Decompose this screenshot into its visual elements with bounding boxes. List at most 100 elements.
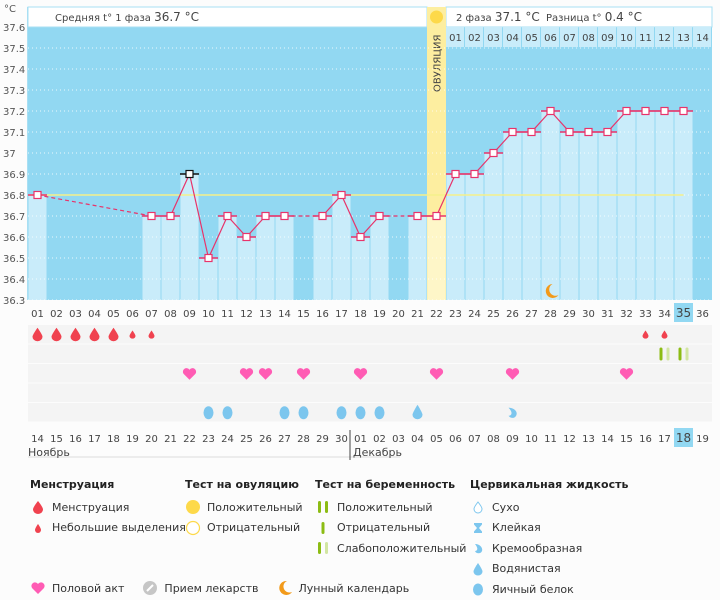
phase2-day-cell [560, 27, 578, 47]
phase2-day-label: 08 [582, 33, 595, 44]
legend-title: Тест на беременность [315, 478, 456, 491]
temperature-segment [340, 194, 362, 238]
calendar-date-label: 16 [69, 434, 82, 445]
cycle-day-label: 19 [373, 309, 386, 320]
temperature-point [280, 211, 289, 221]
cycle-day-label: 08 [164, 309, 177, 320]
temperature-bar [313, 216, 332, 300]
cycle-day-label: 25 [487, 309, 500, 320]
moon-icon [545, 284, 559, 298]
legend-item: Слабоположительный [315, 538, 466, 559]
phase2-day-label: 06 [544, 33, 557, 44]
phase2-day-cell [522, 27, 540, 47]
temperature-point [584, 127, 593, 137]
temperature-bar [161, 216, 180, 300]
diff-value: 0.4 °C [605, 10, 642, 24]
legend-title: Тест на овуляцию [185, 478, 299, 491]
temperature-bar [484, 153, 503, 300]
legend-item: Яичный белок [470, 579, 628, 600]
calendar-date-label: 26 [259, 434, 272, 445]
phase2-day-cell [465, 27, 483, 47]
calendar-date-label: 14 [601, 434, 614, 445]
cycle-day-label: 07 [145, 309, 158, 320]
legend-label: Прием лекарств [164, 581, 259, 595]
cycle-day-label: 23 [449, 309, 462, 320]
ovulation-label: ОВУЛЯЦИЯ [433, 35, 444, 93]
cycle-day-label: 21 [411, 309, 424, 320]
phase2-day-label: 12 [658, 33, 671, 44]
temperature-point [242, 232, 251, 242]
legend-label: Отрицательный [207, 521, 301, 535]
calendar-date-label: 17 [658, 434, 671, 445]
phase2-day-label: 09 [601, 33, 614, 44]
temperature-bar [655, 111, 674, 300]
phase1-label: Средняя t° 1 фаза 36.7 °C [55, 10, 199, 24]
temperature-segment [169, 173, 191, 217]
cycle-day-label: 18 [354, 309, 367, 320]
y-tick-label: 37.1 [3, 128, 25, 139]
symptom-row [28, 344, 712, 363]
calendar-date-label: 10 [525, 434, 538, 445]
calendar-date-label: 28 [297, 434, 310, 445]
temperature-point [508, 127, 517, 137]
temperature-segment [435, 173, 457, 217]
legend-label: Половой акт [52, 581, 125, 595]
temperature-point [223, 211, 232, 221]
legend-item: Половой акт [30, 578, 124, 599]
test-one-line-icon [315, 520, 331, 536]
legend-label: Положительный [207, 500, 303, 514]
legend-title: Менструация [30, 478, 115, 491]
current-day-highlight [674, 303, 693, 322]
calendar-date-label: 29 [316, 434, 329, 445]
phase2-day-label: 05 [525, 33, 538, 44]
cycle-day-label: 10 [202, 309, 215, 320]
phase2-day-label: 14 [696, 33, 709, 44]
cycle-day-label: 09 [183, 309, 196, 320]
legend-label: Сухо [492, 500, 520, 514]
test-two-lines-icon [315, 499, 331, 515]
temperature-point [565, 127, 574, 137]
cycle-day-label: 30 [582, 309, 595, 320]
heart-icon [353, 368, 368, 380]
diff-label: Разница t° 0.4 °C [546, 10, 642, 24]
y-unit-label: °C [4, 4, 16, 15]
y-tick-label: 36.4 [3, 275, 25, 286]
temperature-segment [207, 215, 229, 259]
cycle-day-label: 28 [544, 309, 557, 320]
temperature-segment [37, 194, 152, 217]
y-tick-label: 36.5 [3, 254, 25, 265]
egg-white-icon [279, 406, 290, 420]
menstruation-light-icon [661, 330, 668, 339]
legend-item: Небольшие выделения [30, 518, 186, 539]
temperature-bar [408, 216, 427, 300]
phase2-day-label: 01 [449, 33, 462, 44]
temperature-point [679, 106, 688, 116]
legend-pregnancy-test: Тест на беременность Положительный Отриц… [315, 478, 466, 559]
temperature-segment [188, 173, 210, 259]
legend-item: Кремообразная [470, 538, 628, 559]
calendar-date-label: 16 [639, 434, 652, 445]
egg-white-icon [374, 406, 385, 420]
drop-large-icon [30, 499, 46, 515]
temperature-point [641, 106, 650, 116]
circle-filled-icon [185, 499, 201, 515]
month-label: Декабрь [353, 446, 402, 459]
creamy-icon [508, 407, 517, 418]
phase2-day-label: 11 [639, 33, 652, 44]
legend-label: Яичный белок [492, 582, 574, 596]
temperature-bar [522, 132, 541, 300]
cycle-day-label: 34 [658, 309, 671, 320]
menstruation-heavy-icon [51, 327, 62, 342]
egg-white-icon [336, 406, 347, 420]
heart-icon [429, 368, 444, 380]
temperature-bar [370, 216, 389, 300]
y-tick-label: 36.9 [3, 170, 25, 181]
phase2-day-label: 04 [506, 33, 519, 44]
calendar-date-label: 19 [696, 434, 709, 445]
legend-item: Отрицательный [185, 518, 303, 539]
y-tick-label: 36.6 [3, 233, 25, 244]
phase2-day-cell [579, 27, 597, 47]
temperature-bar [180, 174, 199, 300]
phase2-day-label: 02 [468, 33, 481, 44]
y-tick-label: 36.8 [3, 191, 25, 202]
